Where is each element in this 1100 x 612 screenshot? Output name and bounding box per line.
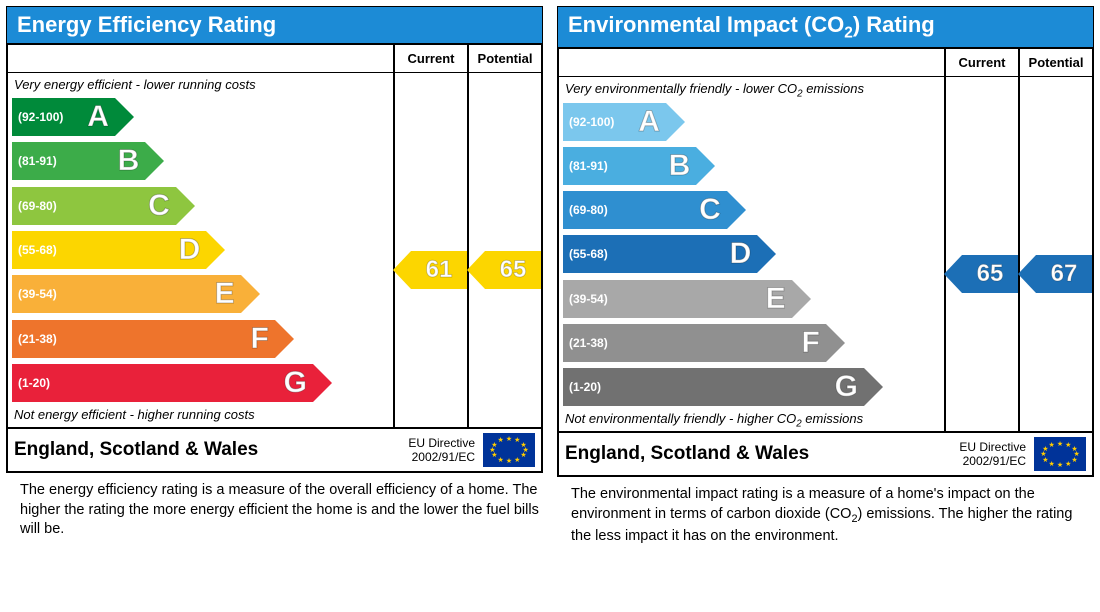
band-range: (81-91): [12, 154, 57, 168]
eu-flag: ★★★★★★★★★★★★: [1034, 437, 1086, 471]
band-bar-D: (55-68) D: [563, 235, 757, 273]
band-row-G: (1-20) G: [559, 365, 944, 409]
potential-column: 67: [1018, 77, 1092, 431]
band-bar-F: (21-38) F: [563, 324, 826, 362]
current-column: 65: [944, 77, 1018, 431]
directive-label: EU Directive2002/91/EC: [959, 440, 1026, 469]
band-row-B: (81-91) B: [8, 139, 393, 183]
band-letter: C: [699, 193, 721, 227]
band-letter: D: [179, 233, 201, 267]
band-letter: E: [215, 277, 235, 311]
col-header-potential: Potential: [467, 45, 541, 73]
band-letter: F: [251, 322, 269, 356]
band-bar-E: (39-54) E: [563, 280, 792, 318]
chart-box: CurrentPotentialVery energy efficient - …: [6, 43, 543, 473]
col-header-current: Current: [944, 49, 1018, 77]
current-value: 65: [977, 260, 1004, 288]
top-note: Very environmentally friendly - lower CO…: [559, 79, 944, 99]
band-range: (81-91): [563, 159, 608, 173]
band-row-C: (69-80) C: [8, 184, 393, 228]
band-letter: G: [835, 370, 858, 404]
band-row-D: (55-68) D: [8, 228, 393, 272]
eu-flag: ★★★★★★★★★★★★: [483, 433, 535, 467]
potential-arrow: 65: [485, 251, 541, 289]
footer-row: England, Scotland & Wales EU Directive200…: [8, 427, 541, 471]
band-bar-A: (92-100) A: [12, 98, 115, 136]
band-range: (92-100): [12, 110, 63, 124]
band-letter: B: [118, 144, 140, 178]
band-letter: B: [669, 149, 691, 183]
panel-title: Environmental Impact (CO2) Rating: [557, 6, 1094, 47]
band-row-G: (1-20) G: [8, 361, 393, 405]
panel-title: Energy Efficiency Rating: [6, 6, 543, 43]
environmental-panel: Environmental Impact (CO2) RatingCurrent…: [557, 6, 1094, 606]
band-row-E: (39-54) E: [559, 277, 944, 321]
band-range: (39-54): [12, 287, 57, 301]
band-range: (1-20): [563, 380, 601, 394]
band-range: (1-20): [12, 376, 50, 390]
band-letter: F: [802, 326, 820, 360]
bars-area: Very environmentally friendly - lower CO…: [559, 77, 944, 431]
band-range: (21-38): [12, 332, 57, 346]
current-arrow: 61: [411, 251, 467, 289]
current-column: 61: [393, 73, 467, 427]
band-bar-B: (81-91) B: [12, 142, 145, 180]
band-range: (55-68): [563, 247, 608, 261]
bottom-note: Not energy efficient - higher running co…: [8, 405, 393, 425]
band-range: (55-68): [12, 243, 57, 257]
current-arrow: 65: [962, 255, 1018, 293]
col-header-potential: Potential: [1018, 49, 1092, 77]
band-row-A: (92-100) A: [559, 99, 944, 143]
band-bar-C: (69-80) C: [563, 191, 727, 229]
band-bar-B: (81-91) B: [563, 147, 696, 185]
band-row-B: (81-91) B: [559, 144, 944, 188]
band-row-A: (92-100) A: [8, 95, 393, 139]
bottom-note: Not environmentally friendly - higher CO…: [559, 409, 944, 429]
band-bar-A: (92-100) A: [563, 103, 666, 141]
band-range: (69-80): [12, 199, 57, 213]
band-bar-E: (39-54) E: [12, 275, 241, 313]
band-letter: G: [284, 366, 307, 400]
band-letter: E: [766, 282, 786, 316]
col-header-current: Current: [393, 45, 467, 73]
band-row-E: (39-54) E: [8, 272, 393, 316]
band-letter: C: [148, 189, 170, 223]
body-row: Very energy efficient - lower running co…: [8, 73, 541, 427]
current-value: 61: [426, 256, 453, 284]
potential-arrow: 67: [1036, 255, 1092, 293]
band-range: (21-38): [563, 336, 608, 350]
potential-value: 65: [500, 256, 527, 284]
band-range: (39-54): [563, 292, 608, 306]
bars-area: Very energy efficient - lower running co…: [8, 73, 393, 427]
band-bar-G: (1-20) G: [563, 368, 864, 406]
top-note: Very energy efficient - lower running co…: [8, 75, 393, 95]
band-letter: A: [87, 100, 109, 134]
energy-panel: Energy Efficiency RatingCurrentPotential…: [6, 6, 543, 606]
band-range: (92-100): [563, 115, 614, 129]
potential-column: 65: [467, 73, 541, 427]
band-range: (69-80): [563, 203, 608, 217]
header-row: CurrentPotential: [8, 45, 541, 73]
chart-box: CurrentPotentialVery environmentally fri…: [557, 47, 1094, 477]
region-label: England, Scotland & Wales: [14, 439, 400, 461]
band-bar-G: (1-20) G: [12, 364, 313, 402]
directive-label: EU Directive2002/91/EC: [408, 436, 475, 465]
band-letter: D: [730, 237, 752, 271]
header-row: CurrentPotential: [559, 49, 1092, 77]
band-row-D: (55-68) D: [559, 232, 944, 276]
band-bar-F: (21-38) F: [12, 320, 275, 358]
band-row-F: (21-38) F: [8, 316, 393, 360]
description-text: The energy efficiency rating is a measur…: [6, 473, 543, 540]
potential-value: 67: [1051, 260, 1078, 288]
band-bar-C: (69-80) C: [12, 187, 176, 225]
band-letter: A: [638, 105, 660, 139]
band-row-F: (21-38) F: [559, 321, 944, 365]
body-row: Very environmentally friendly - lower CO…: [559, 77, 1092, 431]
band-bar-D: (55-68) D: [12, 231, 206, 269]
region-label: England, Scotland & Wales: [565, 443, 951, 465]
band-row-C: (69-80) C: [559, 188, 944, 232]
footer-row: England, Scotland & Wales EU Directive200…: [559, 431, 1092, 475]
description-text: The environmental impact rating is a mea…: [557, 477, 1094, 546]
